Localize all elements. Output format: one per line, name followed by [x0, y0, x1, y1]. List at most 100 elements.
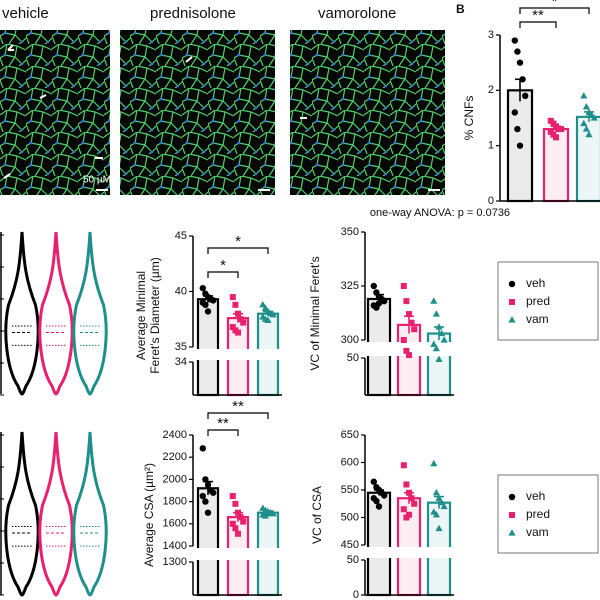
- bar: [396, 323, 422, 397]
- data-point: [400, 462, 407, 469]
- data-point: [370, 478, 377, 485]
- y-tick-label: 50: [347, 352, 359, 364]
- data-point: [432, 488, 440, 496]
- data-point: [558, 126, 565, 133]
- data-point: [430, 297, 438, 304]
- data-point: [511, 37, 518, 44]
- significance-label: *: [552, 0, 558, 10]
- y-tick-label: 1300: [163, 556, 187, 568]
- data-point: [508, 280, 516, 288]
- data-point: [516, 142, 524, 149]
- y-tick-label: 350: [341, 226, 359, 238]
- data-point: [514, 125, 521, 133]
- y-tick-label: 1400: [163, 540, 187, 552]
- violin: [4, 431, 40, 597]
- data-point: [235, 530, 241, 537]
- data-point: [438, 329, 446, 337]
- significance-bracket: [207, 271, 239, 278]
- data-point: [508, 316, 516, 323]
- axis-break-gap: [357, 547, 454, 558]
- data-point: [400, 337, 407, 343]
- significance-label: *: [235, 233, 241, 250]
- data-point: [381, 492, 388, 499]
- arrow: [3, 44, 307, 179]
- data-point: [519, 76, 526, 83]
- data-point: [229, 520, 236, 527]
- y-tick-label: 2400: [163, 429, 187, 441]
- y-tick-label: 40: [175, 285, 187, 297]
- legend-label: veh: [526, 489, 545, 503]
- data-point: [430, 340, 438, 347]
- y-tick-label: 35: [175, 341, 187, 353]
- legend-label: vam: [526, 525, 549, 539]
- violin: [38, 431, 74, 597]
- data-point: [232, 301, 239, 308]
- data-point: [408, 319, 415, 326]
- significance-bracket: [207, 247, 269, 254]
- micrograph: [0, 30, 110, 195]
- data-point: [370, 282, 377, 290]
- data-point: [240, 518, 247, 525]
- y-tick-label: 325: [341, 280, 359, 292]
- data-point: [511, 109, 518, 116]
- image-label: vamorolone: [318, 5, 396, 22]
- data-point: [403, 481, 410, 488]
- data-point: [435, 524, 443, 532]
- data-point: [435, 355, 443, 363]
- data-point: [264, 316, 272, 323]
- data-point: [590, 114, 598, 121]
- violin: [4, 231, 40, 396]
- data-point: [400, 506, 407, 513]
- data-point: [269, 311, 277, 318]
- data-point: [269, 510, 277, 517]
- violin: [72, 431, 108, 597]
- y-tick-label: 500: [341, 511, 359, 523]
- legend-label: veh: [526, 276, 545, 290]
- data-point: [522, 92, 529, 100]
- data-point: [202, 301, 209, 309]
- axis-break-gap: [185, 548, 282, 560]
- significance-bracket: [207, 412, 269, 419]
- data-point: [237, 514, 244, 521]
- significance-bracket: [519, 21, 557, 28]
- data-point: [232, 500, 239, 507]
- data-point: [229, 324, 236, 331]
- data-point: [509, 299, 515, 305]
- axis-break-gap: [185, 349, 282, 360]
- data-point: [408, 495, 415, 502]
- data-point: [406, 352, 412, 359]
- y-tick-label: 450: [341, 539, 359, 551]
- significance-bracket: [519, 7, 590, 14]
- data-point: [508, 493, 516, 501]
- y-tick-label: 650: [341, 429, 359, 441]
- y-tick-label: 3: [488, 29, 494, 41]
- significance-bracket: [207, 429, 239, 436]
- data-point: [204, 308, 212, 315]
- data-point: [232, 525, 239, 532]
- data-point: [438, 498, 446, 506]
- scale-bar-label: 50 µM: [83, 175, 111, 186]
- data-point: [235, 310, 241, 317]
- data-point: [202, 498, 209, 505]
- significance-label: **: [532, 7, 544, 24]
- data-point: [229, 294, 236, 301]
- significance-label: **: [232, 398, 244, 415]
- data-point: [235, 509, 241, 516]
- data-point: [435, 494, 443, 501]
- data-point: [582, 103, 590, 110]
- data-point: [585, 130, 593, 138]
- data-point: [516, 59, 524, 66]
- data-point: [440, 336, 448, 343]
- annotation: one-way ANOVA: p = 0.0736: [370, 207, 510, 219]
- data-point: [204, 481, 212, 489]
- data-point: [229, 493, 236, 500]
- data-point: [508, 529, 516, 536]
- significance-label: *: [220, 257, 226, 274]
- y-axis-label: Feret's Diameter (µm): [148, 257, 162, 374]
- bar: [196, 487, 220, 597]
- data-point: [373, 497, 380, 505]
- bar: [542, 127, 570, 203]
- legend-label: pred: [526, 507, 550, 521]
- legend-label: vam: [526, 312, 549, 326]
